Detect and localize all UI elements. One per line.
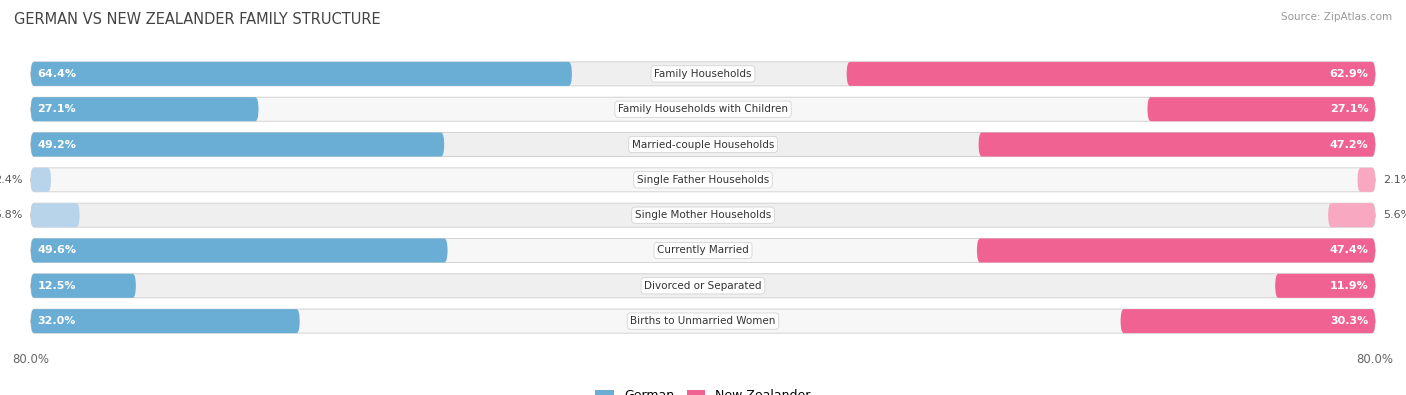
Text: Single Mother Households: Single Mother Households [636, 210, 770, 220]
Text: 47.2%: 47.2% [1330, 139, 1368, 150]
FancyBboxPatch shape [1275, 274, 1375, 298]
FancyBboxPatch shape [31, 203, 80, 227]
Text: Married-couple Households: Married-couple Households [631, 139, 775, 150]
FancyBboxPatch shape [31, 168, 51, 192]
FancyBboxPatch shape [31, 274, 136, 298]
Text: Births to Unmarried Women: Births to Unmarried Women [630, 316, 776, 326]
FancyBboxPatch shape [31, 274, 1375, 298]
FancyBboxPatch shape [31, 168, 1375, 192]
Text: 2.1%: 2.1% [1384, 175, 1406, 185]
Text: 49.6%: 49.6% [38, 245, 76, 256]
Text: 47.4%: 47.4% [1330, 245, 1368, 256]
Text: 5.8%: 5.8% [0, 210, 22, 220]
FancyBboxPatch shape [1358, 168, 1375, 192]
Text: 12.5%: 12.5% [38, 281, 76, 291]
FancyBboxPatch shape [31, 62, 1375, 86]
FancyBboxPatch shape [31, 309, 299, 333]
Text: 5.6%: 5.6% [1384, 210, 1406, 220]
Text: Single Father Households: Single Father Households [637, 175, 769, 185]
FancyBboxPatch shape [31, 132, 1375, 156]
FancyBboxPatch shape [979, 132, 1375, 156]
Text: 64.4%: 64.4% [38, 69, 76, 79]
FancyBboxPatch shape [31, 62, 572, 86]
Legend: German, New Zealander: German, New Zealander [591, 384, 815, 395]
FancyBboxPatch shape [31, 132, 444, 156]
FancyBboxPatch shape [31, 97, 1375, 121]
Text: Family Households with Children: Family Households with Children [619, 104, 787, 114]
Text: 30.3%: 30.3% [1330, 316, 1368, 326]
Text: 2.4%: 2.4% [0, 175, 22, 185]
FancyBboxPatch shape [31, 97, 259, 121]
FancyBboxPatch shape [31, 239, 1375, 263]
Text: 49.2%: 49.2% [38, 139, 76, 150]
Text: GERMAN VS NEW ZEALANDER FAMILY STRUCTURE: GERMAN VS NEW ZEALANDER FAMILY STRUCTURE [14, 12, 381, 27]
Text: Family Households: Family Households [654, 69, 752, 79]
Text: Divorced or Separated: Divorced or Separated [644, 281, 762, 291]
FancyBboxPatch shape [977, 239, 1375, 263]
Text: 27.1%: 27.1% [1330, 104, 1368, 114]
Text: 11.9%: 11.9% [1330, 281, 1368, 291]
Text: Currently Married: Currently Married [657, 245, 749, 256]
FancyBboxPatch shape [1329, 203, 1375, 227]
FancyBboxPatch shape [1121, 309, 1375, 333]
FancyBboxPatch shape [1147, 97, 1375, 121]
Text: Source: ZipAtlas.com: Source: ZipAtlas.com [1281, 12, 1392, 22]
Text: 27.1%: 27.1% [38, 104, 76, 114]
FancyBboxPatch shape [31, 309, 1375, 333]
FancyBboxPatch shape [31, 203, 1375, 227]
FancyBboxPatch shape [31, 239, 447, 263]
Text: 62.9%: 62.9% [1330, 69, 1368, 79]
FancyBboxPatch shape [846, 62, 1375, 86]
Text: 32.0%: 32.0% [38, 316, 76, 326]
